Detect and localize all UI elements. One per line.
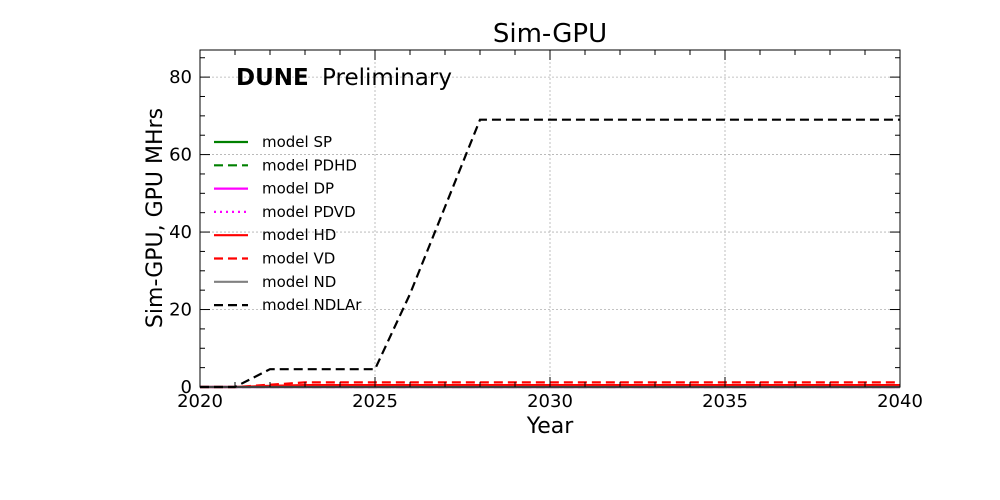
x-tick-label: 2030 (527, 391, 573, 412)
legend-label: model DP (262, 180, 334, 198)
legend-label: model HD (262, 226, 336, 244)
dune-logo-text: DUNE (236, 65, 309, 91)
y-tick-label: 60 (169, 145, 192, 166)
axis-ticks (199, 50, 901, 388)
legend: model SP model PDHD model DP model PDVD mode… (214, 133, 362, 314)
legend-label: model PDHD (262, 156, 357, 174)
preliminary-text: Preliminary (322, 65, 452, 91)
legend-label: model NDLAr (262, 296, 362, 314)
dune-preliminary-label: DUNE Preliminary (236, 65, 452, 91)
y-tick-label: 80 (169, 67, 192, 88)
chart-title: Sim-GPU (493, 19, 607, 49)
legend-label: model ND (262, 273, 336, 291)
legend-label: model PDVD (262, 203, 356, 221)
y-tick-label: 40 (169, 222, 192, 243)
y-axis-label: Sim-GPU, GPU MHrs (143, 108, 168, 328)
legend-label: model VD (262, 250, 335, 268)
x-axis-label: Year (526, 414, 575, 439)
x-tick-label: 2040 (877, 391, 923, 412)
x-tick-label: 2020 (177, 391, 223, 412)
legend-label: model SP (262, 133, 332, 151)
x-tick-label: 2035 (702, 391, 748, 412)
x-tick-label: 2025 (352, 391, 398, 412)
y-tick-label: 0 (181, 377, 192, 398)
y-tick-label: 20 (169, 300, 192, 321)
series-line-model-ndlar (200, 118, 900, 389)
